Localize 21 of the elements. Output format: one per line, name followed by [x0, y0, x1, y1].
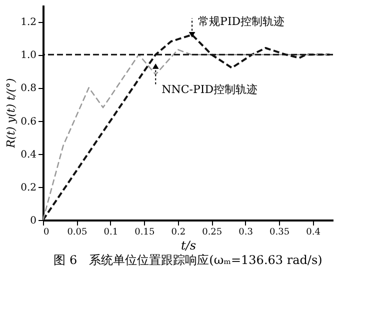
text: 图 6 系统单位位置跟踪响应(ωₘ=136.63 rad/s)	[54, 253, 322, 267]
y-tick-label: 0.2	[20, 182, 36, 194]
y-axis-title: R(t) y(t) t/(°)	[4, 78, 18, 149]
y-tick-label: 0.4	[20, 149, 36, 160]
x-tick-label: 0.05	[67, 228, 88, 238]
x-tick-label: 0.15	[134, 228, 155, 238]
x-tick-label: 0.4	[306, 228, 321, 238]
annotation: NNC-PID控制轨迹	[162, 83, 258, 96]
x-tick-label: 0.1	[104, 228, 118, 238]
x-tick-label: 0.3	[238, 228, 254, 238]
y-tick-label: 1.2	[20, 17, 36, 28]
y-tick-label: 0.8	[20, 83, 36, 94]
x-tick-label: 0	[44, 228, 50, 238]
x-tick-label: 0.2	[171, 228, 186, 238]
x-tick-label: 0.25	[202, 228, 222, 238]
annotation: 常规PID控制轨迹	[198, 15, 285, 28]
y-tick-label: 0.6	[20, 116, 36, 128]
y-tick-label: 1.0	[20, 50, 36, 62]
x-axis-title: t/s	[180, 238, 196, 252]
y-tick-label: 0	[30, 216, 36, 226]
x-tick-label: 0.35	[270, 228, 290, 238]
